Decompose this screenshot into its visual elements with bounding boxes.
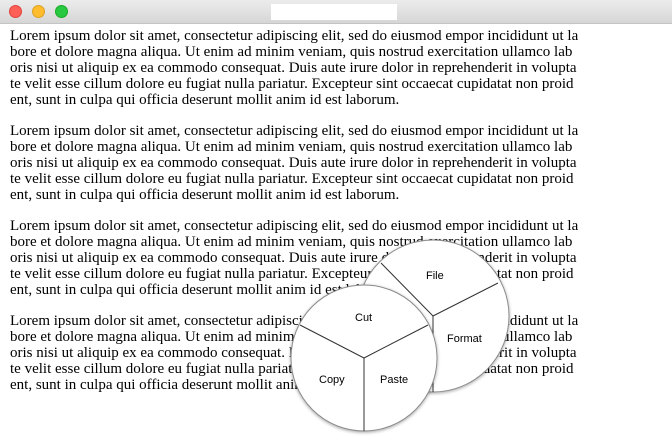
text-line: te velit esse cillum dolore eu fugiat nu…	[10, 76, 574, 92]
text-paragraph: Lorem ipsum dolor sit amet, consectetur …	[10, 28, 670, 108]
pie-item-format[interactable]: Format	[447, 333, 482, 345]
text-line: te velit esse cillum dolore eu fugiat nu…	[10, 266, 574, 282]
text-line: oris nisi ut aliquip ex ea commodo conse…	[10, 155, 577, 171]
window-maximize-button[interactable]	[55, 5, 68, 18]
text-line: ent, sunt in culpa qui officia deserunt …	[10, 187, 400, 203]
text-line: te velit esse cillum dolore eu fugiat nu…	[10, 171, 574, 187]
pie-item-cut[interactable]: Cut	[355, 312, 373, 324]
pie-item-copy[interactable]: Copy	[319, 374, 345, 386]
text-line: Lorem ipsum dolor sit amet, consectetur …	[10, 123, 579, 139]
text-line: oris nisi ut aliquip ex ea commodo conse…	[10, 250, 577, 266]
text-line: Lorem ipsum dolor sit amet, consectetur …	[10, 218, 579, 234]
document-text-area[interactable]: Lorem ipsum dolor sit amet, consectetur …	[10, 28, 670, 408]
text-line: Lorem ipsum dolor sit amet, consectetur …	[10, 313, 579, 329]
window-title	[271, 4, 397, 20]
pie-item-file[interactable]: File	[426, 270, 444, 282]
text-line: oris nisi ut aliquip ex ea commodo conse…	[10, 345, 577, 361]
text-line: bore et dolore magna aliqua. Ut enim ad …	[10, 234, 573, 250]
window-minimize-button[interactable]	[32, 5, 45, 18]
text-line: ent, sunt in culpa qui officia deserunt …	[10, 282, 400, 298]
text-line: oris nisi ut aliquip ex ea commodo conse…	[10, 60, 577, 76]
text-line: bore et dolore magna aliqua. Ut enim ad …	[10, 139, 573, 155]
text-line: ent, sunt in culpa qui officia deserunt …	[10, 92, 400, 108]
text-paragraph: Lorem ipsum dolor sit amet, consectetur …	[10, 218, 670, 298]
text-paragraph: Lorem ipsum dolor sit amet, consectetur …	[10, 123, 670, 203]
window-titlebar[interactable]	[0, 0, 672, 24]
window-close-button[interactable]	[9, 5, 22, 18]
text-line: bore et dolore magna aliqua. Ut enim ad …	[10, 329, 573, 345]
text-line: Lorem ipsum dolor sit amet, consectetur …	[10, 28, 579, 44]
pie-item-paste[interactable]: Paste	[380, 374, 409, 386]
text-line: bore et dolore magna aliqua. Ut enim ad …	[10, 44, 573, 60]
